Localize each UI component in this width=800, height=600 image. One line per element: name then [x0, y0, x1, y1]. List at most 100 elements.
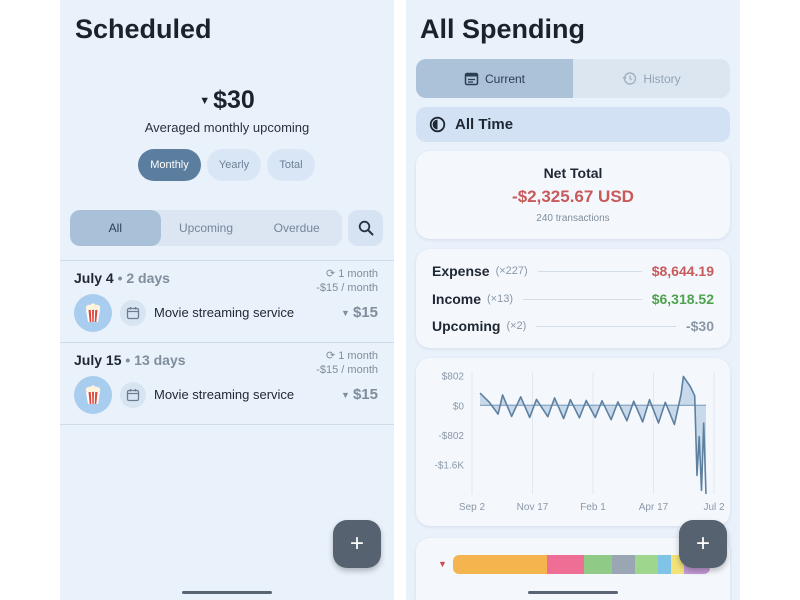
list-item[interactable]: July 4 • 2 days ⟳ 1 month -$15 / month M… — [60, 260, 394, 342]
summary-value: $8,644.19 — [651, 263, 714, 279]
net-total-value: -$2,325.67 USD — [512, 187, 634, 206]
date-range-label: All Time — [455, 116, 514, 133]
tab-upcoming[interactable]: Upcoming — [178, 221, 234, 235]
item-days: • 13 days — [121, 352, 186, 368]
summary-value: $6,318.52 — [651, 291, 714, 307]
popcorn-icon — [74, 294, 112, 332]
plus-icon: + — [349, 530, 364, 557]
tab-current[interactable]: Current — [416, 59, 573, 98]
item-amount-value: $15 — [352, 386, 378, 403]
add-button[interactable]: + — [333, 520, 381, 568]
item-amount: ▼ $15 — [341, 304, 378, 321]
add-button[interactable]: + — [679, 520, 727, 568]
series-line — [479, 375, 707, 495]
summary-row-income[interactable]: Income (×13) $6,318.52 — [432, 289, 714, 309]
item-name: Movie streaming service — [154, 305, 295, 320]
item-frequency: ⟳ 1 month -$15 / month — [316, 267, 378, 295]
tab-overdue[interactable]: Overdue — [273, 221, 320, 235]
divider — [60, 424, 394, 425]
balance-chart-card[interactable]: $802 $0 -$802 -$1.6K Sep 2 Nov 17 Feb 1 Apr 17 J… — [416, 358, 730, 526]
tab-history-label: History — [643, 71, 681, 86]
item-days: • 2 days — [113, 270, 170, 286]
series-area — [480, 376, 706, 494]
summary-count: (×227) — [495, 265, 528, 277]
home-indicator — [182, 591, 272, 594]
net-total-label: Net Total — [543, 165, 603, 181]
amount-value: $30 — [213, 86, 255, 114]
item-freq-text: 1 month — [338, 350, 378, 362]
category-segment[interactable] — [584, 555, 613, 574]
item-date: July 4 — [74, 270, 114, 286]
divider — [60, 342, 394, 343]
period-monthly-button[interactable]: Monthly — [138, 149, 201, 181]
period-total-button[interactable]: Total — [267, 149, 315, 181]
category-segment[interactable] — [453, 555, 547, 574]
transaction-count: 240 transactions — [536, 213, 610, 224]
summary-leader-line — [536, 325, 676, 327]
list-item[interactable]: July 15 • 13 days ⟳ 1 month -$15 / month… — [60, 342, 394, 424]
y-tick-label: $802 — [442, 372, 465, 383]
item-amount-value: $15 — [352, 304, 378, 321]
page-title: All Spending — [420, 14, 585, 44]
category-breakdown-bar[interactable] — [453, 555, 710, 574]
pie-clock-icon — [429, 116, 446, 133]
y-tick-label: -$802 — [438, 431, 464, 442]
y-tick-label: -$1.6K — [435, 461, 465, 472]
y-tick-label: $0 — [453, 401, 465, 412]
scheduled-screen: Scheduled ▼ $30 Averaged monthly upcoming… — [60, 0, 394, 600]
summary-value: -$30 — [685, 318, 714, 334]
search-button[interactable] — [348, 210, 383, 246]
repeat-icon: ⟳ — [325, 268, 339, 280]
x-tick-label: Apr 17 — [639, 502, 669, 513]
tab-current-label: Current — [484, 71, 525, 86]
item-per-month: -$15 / month — [316, 364, 378, 376]
plus-icon: + — [695, 530, 710, 557]
amount-caption: Averaged monthly upcoming — [144, 120, 310, 135]
net-total-card: Net Total -$2,325.67 USD 240 transaction… — [416, 151, 730, 239]
summary-leader-line — [523, 298, 642, 300]
summary-card: Expense (×227) $8,644.19 Income (×13) $6… — [416, 249, 730, 348]
x-tick-label: Sep 2 — [459, 502, 486, 513]
item-per-month: -$15 / month — [316, 282, 378, 294]
caret-down-icon: ▼ — [438, 559, 447, 569]
category-segment[interactable] — [546, 555, 585, 574]
category-segment[interactable] — [658, 555, 672, 574]
category-segment[interactable] — [612, 555, 636, 574]
calendar-repeat-icon — [120, 300, 146, 326]
summary-label: Income — [432, 291, 482, 307]
page-title: Scheduled — [75, 14, 212, 44]
summary-row-upcoming[interactable]: Upcoming (×2) -$30 — [432, 316, 714, 336]
search-icon — [358, 220, 373, 236]
x-tick-label: Feb 1 — [580, 502, 606, 513]
tab-history[interactable]: History — [573, 59, 730, 98]
caret-down-icon: ▼ — [341, 390, 350, 401]
history-icon — [622, 72, 637, 85]
date-range-selector[interactable]: All Time — [416, 107, 730, 142]
summary-label: Expense — [432, 263, 490, 279]
balance-chart: $802 $0 -$802 -$1.6K Sep 2 Nov 17 Feb 1 Apr 17 J… — [435, 372, 725, 513]
item-date-line: July 4 • 2 days — [74, 270, 170, 286]
item-amount: ▼ $15 — [341, 386, 378, 403]
period-yearly-button[interactable]: Yearly — [207, 149, 261, 181]
category-segment[interactable] — [635, 555, 659, 574]
divider — [60, 260, 394, 261]
summary-count: (×13) — [487, 293, 514, 305]
summary-count: (×2) — [506, 320, 527, 332]
calendar-repeat-icon — [120, 382, 146, 408]
monthly-amount[interactable]: ▼ $30 — [60, 86, 394, 115]
all-spending-screen: All Spending Current History All Time Ne… — [406, 0, 740, 600]
tab-all[interactable]: All — [70, 210, 161, 246]
item-date: July 15 — [74, 352, 122, 368]
summary-label: Upcoming — [432, 318, 501, 334]
caret-down-icon: ▼ — [199, 95, 211, 108]
home-indicator — [528, 591, 618, 594]
summary-leader-line — [537, 270, 642, 272]
item-freq-text: 1 month — [338, 268, 378, 280]
caret-down-icon: ▼ — [341, 308, 350, 319]
calendar-icon — [464, 72, 479, 86]
x-tick-label: Jul 2 — [703, 502, 725, 513]
filter-tabs: All Upcoming Overdue — [70, 210, 342, 246]
summary-row-expense[interactable]: Expense (×227) $8,644.19 — [432, 261, 714, 281]
view-tabs: Current History — [416, 59, 730, 98]
x-tick-label: Nov 17 — [517, 502, 549, 513]
